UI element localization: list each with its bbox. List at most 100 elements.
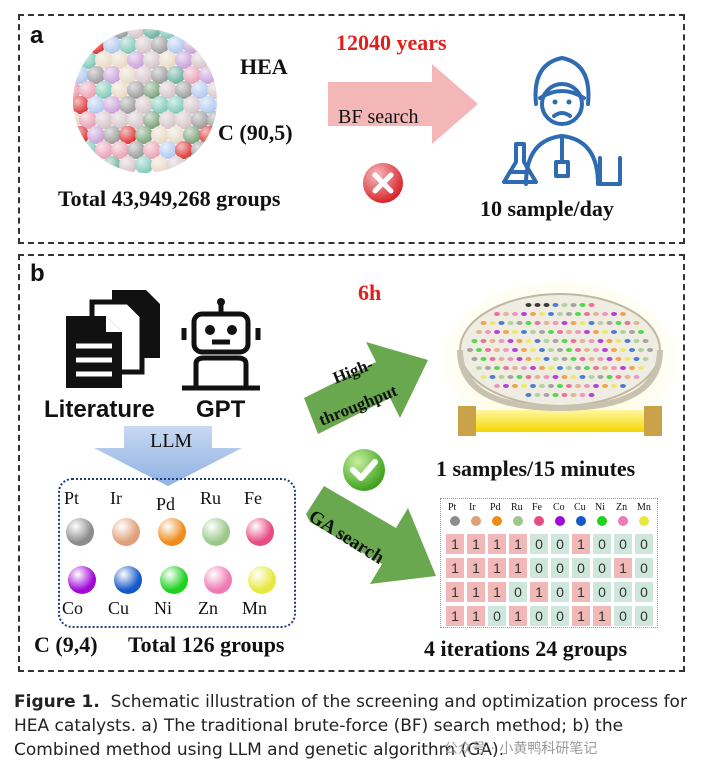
- grid-header-pt: Pt: [448, 502, 457, 513]
- plate-sample-dot: [512, 348, 518, 352]
- element-ball-pt: [66, 518, 94, 546]
- plate-sample-dot: [566, 384, 572, 388]
- plate-sample-dot: [566, 312, 572, 316]
- plate-sample-dot: [611, 348, 617, 352]
- plate-sample-dot: [480, 321, 487, 325]
- plate-sample-dot: [629, 330, 635, 334]
- grid-cell: 1: [509, 534, 527, 554]
- atom-sphere: [95, 29, 113, 39]
- atom-sphere-shine: [103, 36, 121, 54]
- element-ball-zn: [204, 566, 232, 594]
- grid-cell: 1: [488, 558, 506, 578]
- plate-sample-dot: [557, 330, 563, 334]
- atom-sphere-shine: [183, 156, 201, 173]
- plate-sample-dot: [611, 330, 617, 334]
- grid-cell: 1: [509, 606, 527, 626]
- hea-sphere-cluster: [73, 29, 217, 173]
- element-ball-cu: [114, 566, 142, 594]
- plate-sample-dot: [620, 330, 626, 334]
- grid-header-co: Co: [553, 502, 565, 513]
- grid-cell: 1: [488, 582, 506, 602]
- high-throughput-plate: [442, 280, 678, 440]
- plate-sample-dot: [638, 366, 644, 370]
- grid-cell: 0: [530, 558, 548, 578]
- plate-sample-dot: [539, 330, 545, 334]
- atom-sphere-shine: [175, 141, 193, 159]
- atom-sphere-shine: [143, 81, 161, 99]
- plate-sample-dot: [552, 339, 559, 343]
- atom-sphere-shine: [95, 111, 113, 129]
- plate-sample-dot: [525, 357, 532, 361]
- atom-sphere-shine: [127, 81, 145, 99]
- atom-sphere-shine: [191, 29, 209, 39]
- element-label-co: Co: [62, 598, 84, 618]
- grid-cell: 1: [614, 558, 632, 578]
- plate-sample-dot: [588, 339, 595, 343]
- plate-sample-dot: [602, 366, 608, 370]
- plate-sample-dot: [498, 339, 505, 343]
- grid-cell: 0: [593, 558, 611, 578]
- plate-sample-dot: [584, 366, 590, 370]
- plate-sample-dot: [543, 303, 550, 307]
- atom-sphere-shine: [167, 156, 185, 173]
- hea-label: HEA: [240, 54, 288, 79]
- plate-sample-dot: [530, 330, 536, 334]
- plate-sample-dot: [480, 339, 487, 343]
- grid-cell: 1: [446, 582, 464, 602]
- plate-sample-dot: [579, 393, 586, 397]
- plate-sample-dot: [566, 348, 572, 352]
- grid-header-ni: Ni: [595, 502, 605, 513]
- plate-sample-dot: [539, 366, 545, 370]
- atom-sphere-shine: [183, 96, 201, 114]
- plate-sample-dot: [579, 357, 586, 361]
- grid-cell: 1: [509, 558, 527, 578]
- plate-sample-dot: [638, 348, 644, 352]
- atom-sphere-shine: [87, 126, 105, 144]
- grid-cell: 0: [551, 582, 569, 602]
- plate-sample-dot: [548, 312, 554, 316]
- plate-sample-dot: [579, 303, 586, 307]
- atom-sphere-shine: [127, 51, 145, 69]
- plate-sample-dot: [521, 312, 527, 316]
- plate-sample-dot: [642, 357, 649, 361]
- plate-sample-dot: [647, 348, 653, 352]
- plate-sample-dot: [530, 366, 536, 370]
- atom-sphere-shine: [111, 81, 129, 99]
- atom-sphere-shine: [175, 111, 193, 129]
- grid-header-fe: Fe: [532, 502, 542, 513]
- plate-sample-dot: [539, 312, 545, 316]
- grid-cell: 1: [446, 558, 464, 578]
- plate-sample-dot: [579, 321, 586, 325]
- atom-sphere-shine: [183, 126, 201, 144]
- grid-cell: 1: [572, 534, 590, 554]
- plate-sample-dot: [543, 339, 550, 343]
- plate-sample-dot: [615, 375, 622, 379]
- atom-sphere-shine: [73, 81, 81, 99]
- grid-header-dot: [450, 516, 460, 526]
- plate-sample-dot: [597, 321, 604, 325]
- plate-sample-dot: [633, 339, 640, 343]
- atom-sphere-shine: [215, 66, 217, 84]
- atom-sphere-shine: [119, 156, 137, 173]
- plate-sample-dot: [588, 375, 595, 379]
- plate-sample-dot: [588, 357, 595, 361]
- plate-sample-dot: [548, 384, 554, 388]
- atom-sphere-shine: [151, 156, 169, 173]
- grid-cell: 0: [635, 558, 653, 578]
- plate-sample-dot: [476, 330, 482, 334]
- plate-sample-dot: [557, 348, 563, 352]
- atom-sphere: [191, 29, 209, 39]
- bf-search-arrow: [328, 64, 478, 144]
- plate-sample-dot: [584, 330, 590, 334]
- panel-label: a: [30, 22, 44, 49]
- element-label-cu: Cu: [108, 598, 130, 618]
- atom-sphere-shine: [119, 96, 137, 114]
- atom-sphere-shine: [103, 66, 121, 84]
- element-label-ni: Ni: [154, 598, 172, 618]
- element-ball-ir: [112, 518, 140, 546]
- total-groups-label: Total 43,949,268 groups: [58, 186, 281, 211]
- atom-sphere-shine: [191, 111, 209, 129]
- element-ball-mn: [248, 566, 276, 594]
- atom-sphere-shine: [135, 126, 153, 144]
- atom-sphere-shine: [127, 111, 145, 129]
